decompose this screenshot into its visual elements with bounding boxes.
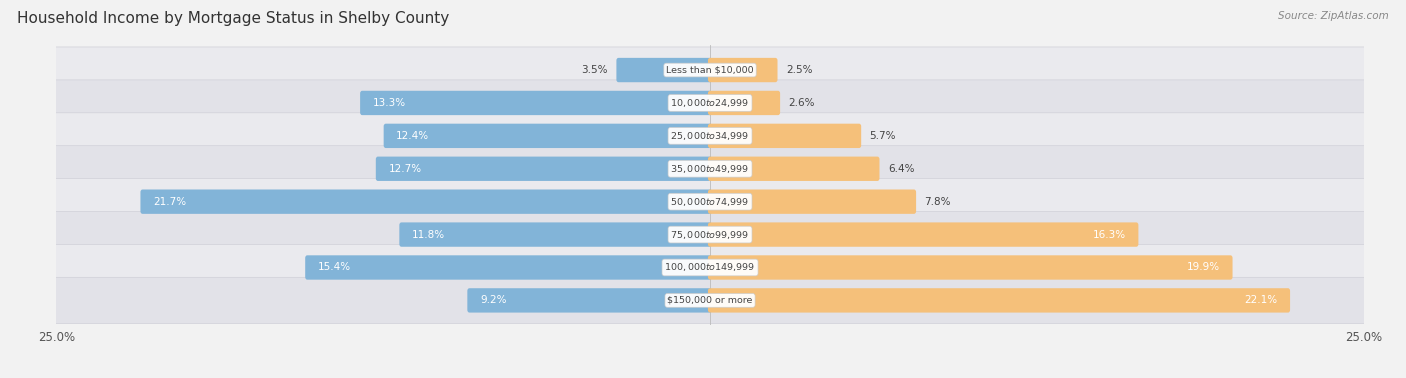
Text: 12.7%: 12.7% — [388, 164, 422, 174]
Text: 19.9%: 19.9% — [1187, 262, 1220, 273]
FancyBboxPatch shape — [709, 288, 1291, 313]
FancyBboxPatch shape — [709, 255, 1233, 280]
Text: $10,000 to $24,999: $10,000 to $24,999 — [671, 97, 749, 109]
Text: 21.7%: 21.7% — [153, 197, 186, 207]
FancyBboxPatch shape — [709, 58, 778, 82]
Text: 5.7%: 5.7% — [869, 131, 896, 141]
Text: 7.8%: 7.8% — [925, 197, 950, 207]
FancyBboxPatch shape — [709, 222, 1139, 247]
FancyBboxPatch shape — [46, 245, 1374, 291]
Text: Household Income by Mortgage Status in Shelby County: Household Income by Mortgage Status in S… — [17, 11, 449, 26]
Text: 12.4%: 12.4% — [396, 131, 429, 141]
FancyBboxPatch shape — [46, 212, 1374, 258]
FancyBboxPatch shape — [46, 146, 1374, 192]
Legend: Without Mortgage, With Mortgage: Without Mortgage, With Mortgage — [581, 375, 839, 378]
FancyBboxPatch shape — [46, 80, 1374, 126]
Text: Less than $10,000: Less than $10,000 — [666, 65, 754, 74]
Text: $100,000 to $149,999: $100,000 to $149,999 — [665, 262, 755, 274]
FancyBboxPatch shape — [46, 47, 1374, 93]
Text: 16.3%: 16.3% — [1092, 229, 1126, 240]
Text: 15.4%: 15.4% — [318, 262, 352, 273]
Text: 2.5%: 2.5% — [786, 65, 813, 75]
FancyBboxPatch shape — [709, 189, 917, 214]
FancyBboxPatch shape — [305, 255, 711, 280]
Text: 13.3%: 13.3% — [373, 98, 406, 108]
Text: $25,000 to $34,999: $25,000 to $34,999 — [671, 130, 749, 142]
FancyBboxPatch shape — [384, 124, 711, 148]
FancyBboxPatch shape — [709, 124, 862, 148]
FancyBboxPatch shape — [46, 113, 1374, 159]
FancyBboxPatch shape — [709, 91, 780, 115]
Text: $50,000 to $74,999: $50,000 to $74,999 — [671, 196, 749, 208]
Text: Source: ZipAtlas.com: Source: ZipAtlas.com — [1278, 11, 1389, 21]
FancyBboxPatch shape — [709, 156, 880, 181]
Text: $75,000 to $99,999: $75,000 to $99,999 — [671, 229, 749, 240]
Text: 3.5%: 3.5% — [582, 65, 607, 75]
Text: 2.6%: 2.6% — [789, 98, 815, 108]
FancyBboxPatch shape — [46, 277, 1374, 324]
Text: $150,000 or more: $150,000 or more — [668, 296, 752, 305]
FancyBboxPatch shape — [46, 179, 1374, 225]
FancyBboxPatch shape — [399, 222, 711, 247]
FancyBboxPatch shape — [360, 91, 711, 115]
Text: 9.2%: 9.2% — [479, 295, 506, 305]
FancyBboxPatch shape — [141, 189, 711, 214]
Text: 22.1%: 22.1% — [1244, 295, 1278, 305]
FancyBboxPatch shape — [375, 156, 711, 181]
Text: 11.8%: 11.8% — [412, 229, 446, 240]
FancyBboxPatch shape — [467, 288, 711, 313]
Text: $35,000 to $49,999: $35,000 to $49,999 — [671, 163, 749, 175]
FancyBboxPatch shape — [616, 58, 711, 82]
Text: 6.4%: 6.4% — [887, 164, 914, 174]
